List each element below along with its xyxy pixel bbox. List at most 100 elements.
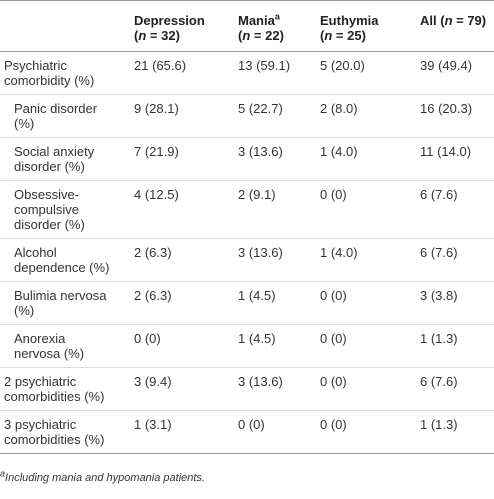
row-label: Alcohol dependence (%) [0,238,130,282]
table-cell: 5 (22.7) [234,94,316,138]
footnote: aIncluding mania and hypomania patients. [0,454,494,484]
table-row: Anorexia nervosa (%) 0 (0) 1 (4.5) 0 (0) 1 (1… [0,324,494,368]
table-row: 3 psychiatric comorbidities (%) 1 (3.1) 0 (… [0,410,494,454]
row-label-line: 3 psychiatric [4,417,77,432]
header-text: ( [238,28,243,43]
header-cell: Maniaa (n = 22) [234,0,316,52]
header-text: = 22) [250,28,284,43]
header-text: n [324,28,333,43]
footnote-text: Including mania and hypomania patients. [5,472,205,484]
table-cell: 6 (7.6) [416,367,494,411]
table-cell: 6 (7.6) [416,238,494,282]
header-text: Euthymia [320,13,379,28]
row-label: Social anxiety disorder (%) [0,137,130,181]
header-text: ( [134,28,139,43]
row-label-line: (%) [14,116,35,131]
table-cell: 4 (12.5) [130,180,234,239]
table-row: Alcohol dependence (%) 2 (6.3) 3 (13.6) 1 (4… [0,238,494,282]
header-text: n [242,28,251,43]
table-cell: 39 (49.4) [416,51,494,95]
table-cell: 11 (14.0) [416,137,494,181]
table-row: Social anxiety disorder (%) 7 (21.9) 3 (13.… [0,137,494,181]
header-text: ( [320,28,325,43]
table-cell: 0 (0) [316,410,416,454]
row-label-line: comorbidities (%) [4,432,105,447]
row-label-line: Alcohol [14,245,57,260]
table-cell: 7 (21.9) [130,137,234,181]
row-label-line: nervosa (%) [14,346,85,361]
header-text: a [274,11,280,22]
header-text: All ( [420,13,445,28]
table-cell: 0 (0) [234,410,316,454]
footnote-text: a [0,468,6,479]
row-label-line: disorder (%) [14,217,85,232]
row-label: Bulimia nervosa (%) [0,281,130,325]
table-cell: 1 (1.3) [416,324,494,368]
table-row: Bulimia nervosa (%) 2 (6.3) 1 (4.5) 0 (0) 3 (… [0,281,494,325]
header-row: Depression (n = 32) Maniaa (n = 22) Euthymia… [0,0,494,52]
header-text: n [138,28,147,43]
header-cell: Depression (n = 32) [130,0,234,52]
row-label-line: (%) [14,303,35,318]
table-cell: 3 (13.6) [234,367,316,411]
header-text: = 25) [332,28,366,43]
row-label-line: comorbidity (%) [4,73,95,88]
row-label-line: Anorexia [14,331,66,346]
row-label-line: Panic disorder [14,101,98,116]
row-label-line: Bulimia nervosa [14,288,107,303]
table-cell: 0 (0) [130,324,234,368]
table-row: Panic disorder (%) 9 (28.1) 5 (22.7) 2 (8.0)… [0,94,494,138]
header-cell: All (n = 79) [416,0,494,52]
table-cell: 0 (0) [316,367,416,411]
header-text: = 32) [146,28,180,43]
row-label: 2 psychiatric comorbidities (%) [0,367,130,411]
row-label-line: Social anxiety [14,144,95,159]
table-cell: 3 (13.6) [234,137,316,181]
table-cell: 2 (6.3) [130,281,234,325]
table-cell: 2 (9.1) [234,180,316,239]
table-cell: 1 (4.5) [234,324,316,368]
table-cell: 1 (4.0) [316,137,416,181]
header-text: Depression [134,13,205,28]
table-body: Psychiatric comorbidity (%) 21 (65.6) 13 (5… [0,51,494,454]
table-cell: 2 (6.3) [130,238,234,282]
row-label-line: disorder (%) [14,159,85,174]
row-label: Obsessive-compulsive disorder (%) [0,180,130,239]
table-cell: 3 (3.8) [416,281,494,325]
table-cell: 5 (20.0) [316,51,416,95]
row-label-line: Psychiatric [4,58,67,73]
row-label: Panic disorder (%) [0,94,130,138]
row-label-line: Obsessive- [14,187,80,202]
table-cell: 1 (4.0) [316,238,416,282]
table-cell: 16 (20.3) [416,94,494,138]
header-cell [0,0,130,52]
table-header: Depression (n = 32) Maniaa (n = 22) Euthymia… [0,0,494,52]
table-row: 2 psychiatric comorbidities (%) 3 (9.4) 3 (… [0,367,494,411]
table-cell: 3 (9.4) [130,367,234,411]
table-cell: 0 (0) [316,281,416,325]
row-label: Psychiatric comorbidity (%) [0,51,130,95]
header-text: Mania [238,13,275,28]
table-cell: 13 (59.1) [234,51,316,95]
row-label: Anorexia nervosa (%) [0,324,130,368]
header-text: n [444,13,453,28]
table-cell: 2 (8.0) [316,94,416,138]
table-cell: 3 (13.6) [234,238,316,282]
table-row: Psychiatric comorbidity (%) 21 (65.6) 13 (5… [0,51,494,95]
header-cell: Euthymia (n = 25) [316,0,416,52]
header-text: = 79) [452,13,487,28]
data-table: Depression (n = 32) Maniaa (n = 22) Euthymia… [0,0,494,454]
row-label-line: 2 psychiatric [4,374,77,389]
table-cell: 21 (65.6) [130,51,234,95]
row-label-line: comorbidities (%) [4,389,105,404]
table-row: Obsessive-compulsive disorder (%) 4 (12.5)… [0,180,494,239]
table-cell: 1 (1.3) [416,410,494,454]
table-cell: 9 (28.1) [130,94,234,138]
table-cell: 6 (7.6) [416,180,494,239]
row-label: 3 psychiatric comorbidities (%) [0,410,130,454]
row-label-line: compulsive [14,202,80,217]
row-label-line: dependence (%) [14,260,110,275]
table-cell: 1 (4.5) [234,281,316,325]
table-cell: 1 (3.1) [130,410,234,454]
